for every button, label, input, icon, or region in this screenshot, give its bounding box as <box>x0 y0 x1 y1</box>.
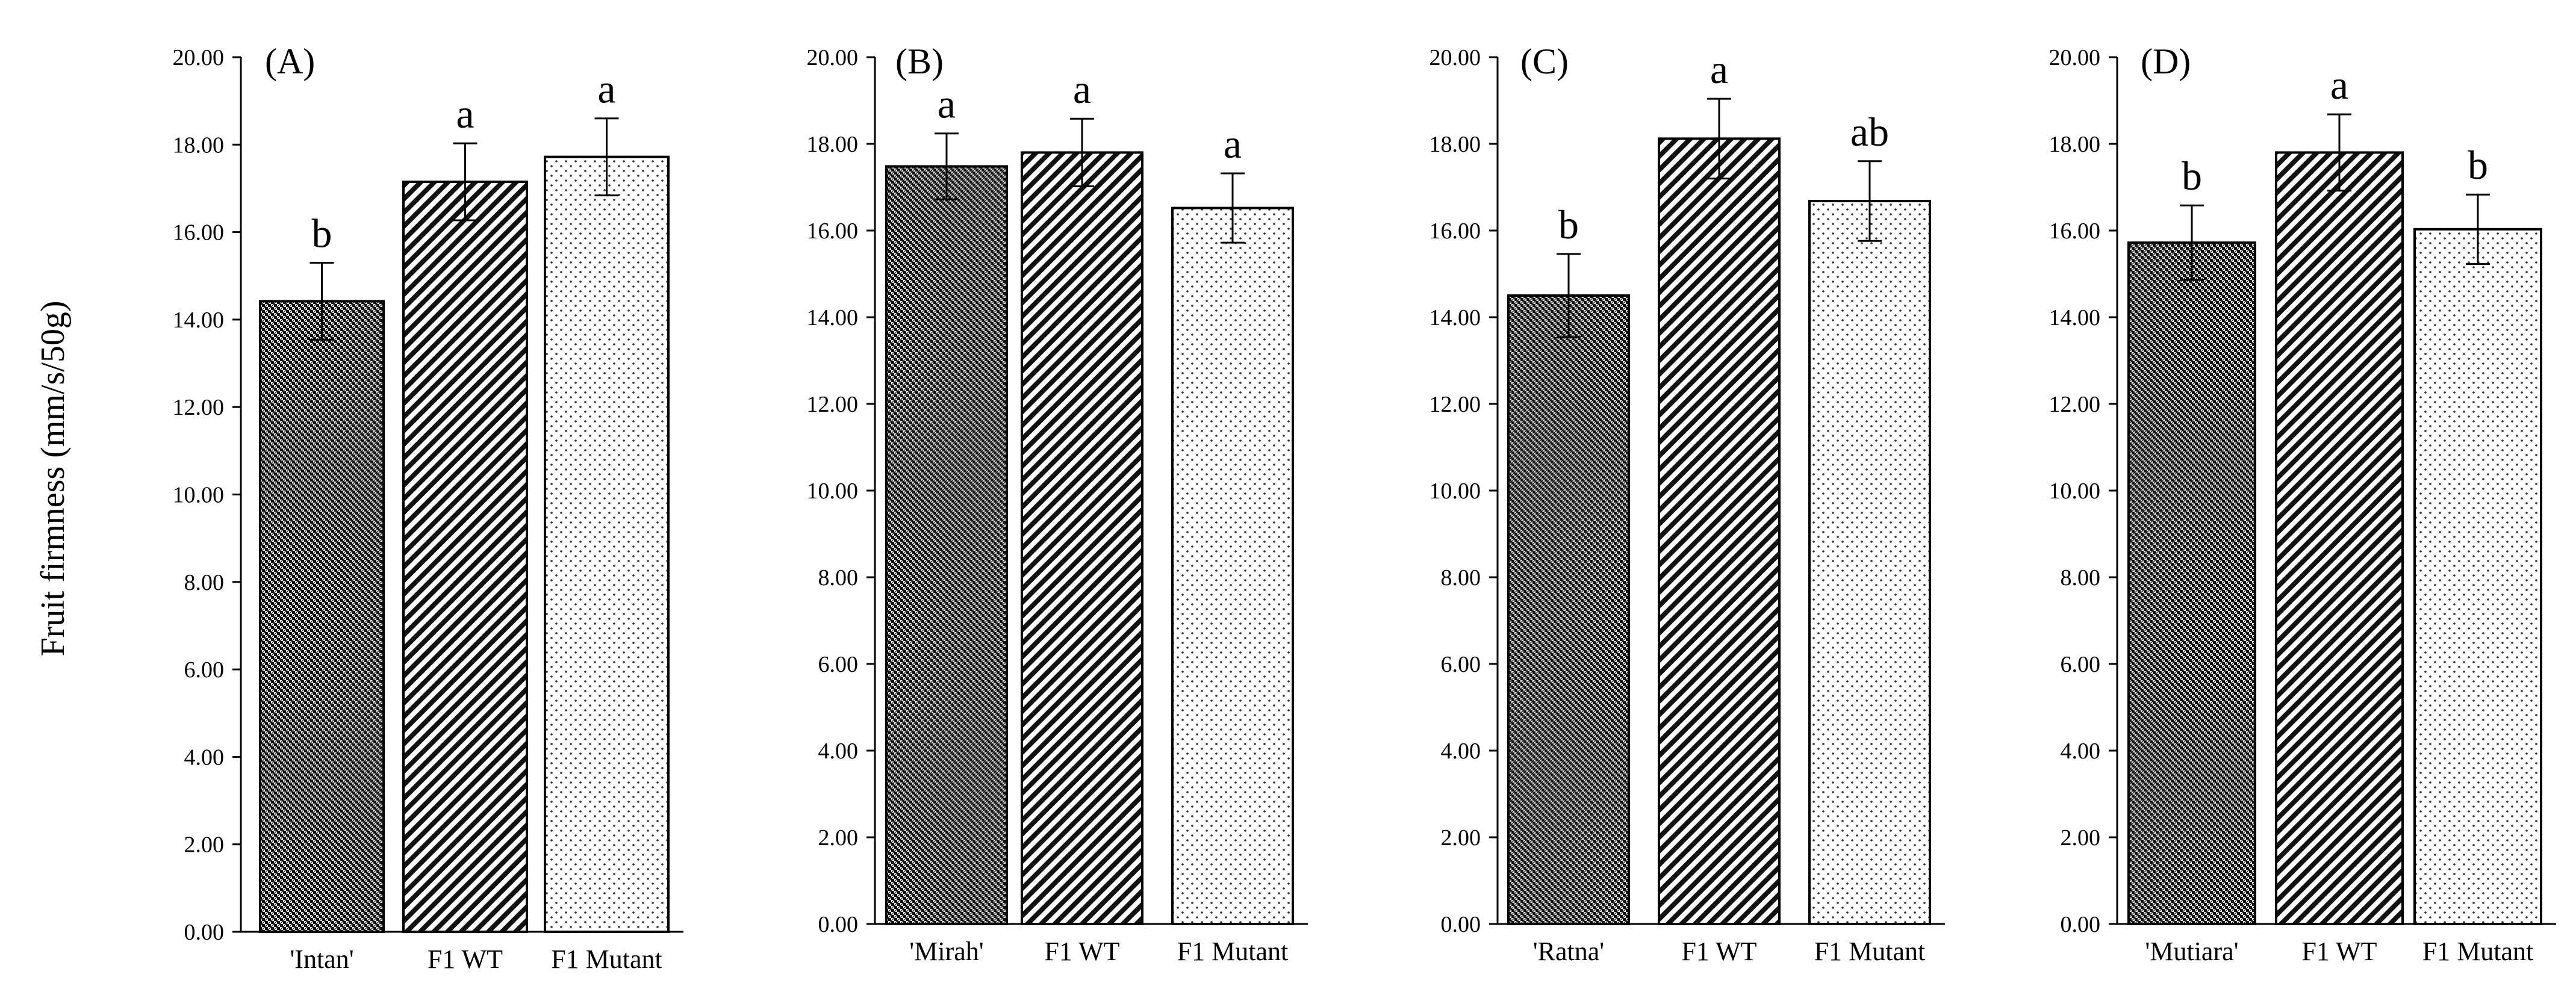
y-tick-label: 16.00 <box>1430 219 1481 244</box>
y-tick-label: 8.00 <box>1441 565 1481 590</box>
panel-label: (A) <box>265 42 315 81</box>
panel-label: (D) <box>2141 42 2191 81</box>
y-tick-label: 12.00 <box>1430 392 1481 417</box>
y-tick-label: 6.00 <box>184 657 225 683</box>
y-tick-label: 6.00 <box>2061 652 2101 677</box>
y-tick-label: 4.00 <box>184 745 225 770</box>
significance-letter: a <box>1710 46 1728 92</box>
y-tick-label: 0.00 <box>1441 912 1481 937</box>
y-tick-label: 4.00 <box>2061 739 2101 764</box>
bar-1 <box>1507 294 1630 925</box>
category-label: F1 WT <box>2301 937 2377 966</box>
significance-letter: a <box>456 91 474 137</box>
bar-3 <box>1808 200 1931 925</box>
y-tick-label: 8.00 <box>2061 565 2101 590</box>
y-tick-label: 2.00 <box>818 825 859 851</box>
y-tick-label: 2.00 <box>1441 825 1481 851</box>
y-tick-label: 10.00 <box>1430 479 1481 504</box>
y-tick-label: 4.00 <box>1441 739 1481 764</box>
category-label: F1 Mutant <box>2422 937 2534 966</box>
category-label: F1 Mutant <box>1814 937 1926 966</box>
category-label: F1 WT <box>1044 937 1119 966</box>
category-label: 'Intan' <box>290 944 353 974</box>
category-label: 'Ratna' <box>1533 937 1605 966</box>
y-tick-label: 14.00 <box>807 305 859 330</box>
y-tick-label: 6.00 <box>1441 652 1481 677</box>
y-tick-label: 8.00 <box>818 565 859 590</box>
bar-2 <box>402 181 528 933</box>
y-tick-label: 18.00 <box>2049 132 2101 157</box>
significance-letter: a <box>2330 62 2348 108</box>
y-tick-label: 8.00 <box>184 570 225 595</box>
y-tick-label: 4.00 <box>818 739 859 764</box>
bar-2 <box>1021 151 1143 925</box>
category-label: F1 WT <box>1681 937 1756 966</box>
y-tick-label: 0.00 <box>818 912 859 937</box>
y-tick-label: 16.00 <box>173 220 225 246</box>
y-tick-label: 14.00 <box>1430 305 1481 330</box>
significance-letter: a <box>1224 121 1242 167</box>
y-tick-label: 0.00 <box>2061 912 2101 937</box>
y-tick-label: 10.00 <box>807 479 859 504</box>
category-label: 'Mirah' <box>909 937 983 966</box>
category-label: 'Mutiara' <box>2145 937 2238 966</box>
y-tick-label: 10.00 <box>2049 479 2101 504</box>
bar-1 <box>885 165 1008 926</box>
significance-letter: a <box>597 66 615 112</box>
bar-2 <box>1658 137 1781 926</box>
chart-panel-3: 0.00 2.00 4.00 6.00 8.00 10.00 12.00 14.00 16.00… <box>1430 42 1945 966</box>
y-tick-label: 20.00 <box>1430 45 1481 70</box>
y-tick-label: 20.00 <box>173 45 225 70</box>
y-tick-label: 16.00 <box>2049 219 2101 244</box>
chart-panel-4: 0.00 2.00 4.00 6.00 8.00 10.00 12.00 14.00 16.00… <box>2049 42 2556 966</box>
y-tick-label: 6.00 <box>818 652 859 677</box>
y-tick-label: 2.00 <box>184 832 225 858</box>
y-tick-label: 18.00 <box>173 132 225 158</box>
chart-panel-1: 0.00 2.00 4.00 6.00 8.00 10.00 12.00 14.00 16.00… <box>173 42 683 974</box>
significance-letter: b <box>2468 142 2488 188</box>
y-tick-label: 18.00 <box>807 132 859 157</box>
bar-3 <box>2413 228 2542 926</box>
y-tick-label: 16.00 <box>807 219 859 244</box>
y-tick-label: 20.00 <box>807 45 859 70</box>
significance-letter: b <box>1558 202 1579 247</box>
significance-letter: b <box>312 210 332 256</box>
category-label: F1 Mutant <box>551 944 662 974</box>
y-tick-label: 12.00 <box>2049 392 2101 417</box>
y-tick-label: 12.00 <box>173 395 225 420</box>
y-tick-label: 2.00 <box>2061 825 2101 851</box>
y-tick-label: 0.00 <box>184 920 225 945</box>
significance-letter: a <box>938 81 956 127</box>
chart-panel-2: 0.00 2.00 4.00 6.00 8.00 10.00 12.00 14.00 16.00… <box>807 42 1308 966</box>
bar-3 <box>1171 206 1294 925</box>
y-tick-label: 20.00 <box>2049 45 2101 70</box>
category-label: F1 WT <box>428 944 503 974</box>
y-tick-label: 14.00 <box>173 308 225 333</box>
significance-letter: a <box>1073 66 1091 112</box>
y-tick-label: 14.00 <box>2049 305 2101 330</box>
category-label: F1 Mutant <box>1177 937 1289 966</box>
panel-label: (C) <box>1520 42 1569 81</box>
bar-1 <box>259 300 385 934</box>
y-tick-label: 18.00 <box>1430 132 1481 157</box>
significance-letter: b <box>2182 153 2202 199</box>
y-axis-title: Fruit firmness (mm/s/50g) <box>34 300 72 656</box>
y-tick-label: 10.00 <box>173 483 225 508</box>
bar-1 <box>2127 241 2256 925</box>
y-tick-label: 12.00 <box>807 392 859 417</box>
significance-letter: ab <box>1850 109 1889 155</box>
bar-2 <box>2275 151 2404 925</box>
bar-3 <box>544 155 670 934</box>
panel-label: (B) <box>895 42 944 81</box>
